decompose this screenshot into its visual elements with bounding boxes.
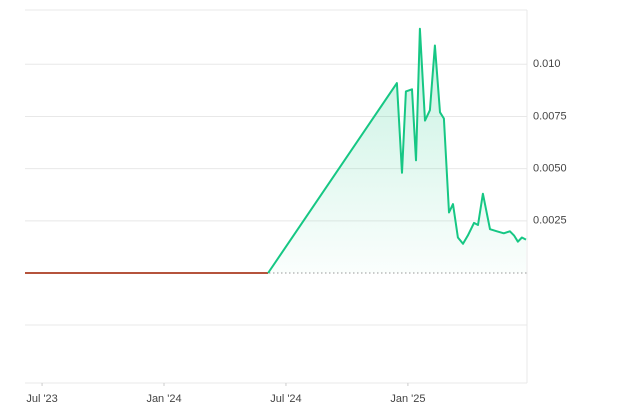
- y-tick-label: 0.0025: [533, 215, 567, 227]
- y-tick-label: 0.0050: [533, 163, 567, 175]
- x-tick-label: Jan '24: [146, 393, 181, 405]
- line: [267, 27, 527, 274]
- x-tick-label: Jul '23: [26, 393, 57, 405]
- y-tick-label: 0.010: [533, 58, 561, 70]
- area: [268, 28, 526, 273]
- x-tick-label: Jul '24: [270, 393, 301, 405]
- x-tick-label: Jan '25: [390, 393, 425, 405]
- y-tick-label: 0.0075: [533, 110, 567, 122]
